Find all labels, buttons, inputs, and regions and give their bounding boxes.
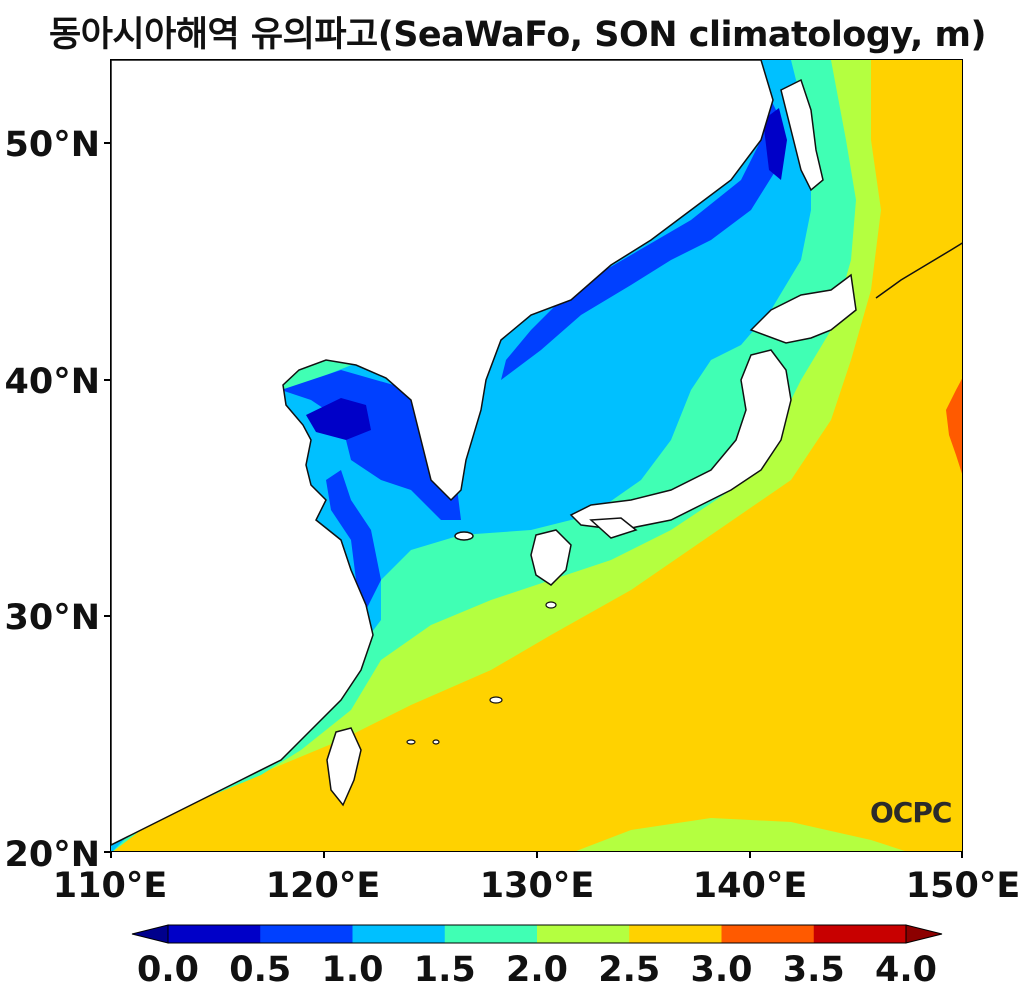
colorbar-tick-label: 4.0 — [874, 950, 938, 990]
wave-zone-0.5-1.0-china-coast — [326, 470, 381, 620]
lon-label-140e: 140°E — [692, 866, 808, 906]
taiwan — [326, 727, 362, 807]
colorbar-tick-label: 1.5 — [413, 950, 476, 990]
kuril-islands — [875, 242, 962, 299]
lon-tick — [110, 852, 112, 858]
colorbar — [131, 924, 943, 944]
lat-tick — [104, 142, 110, 144]
lon-label-110e: 110°E — [52, 866, 168, 906]
map-panel — [110, 59, 963, 852]
wave-zone-0.0-0.5-tatar — [763, 108, 787, 180]
small-island — [406, 739, 416, 745]
colorbar-tick-label: 1.0 — [321, 950, 384, 990]
map-title: 동아시아해역 유의파고(SeaWaFo, SON climatology, m) — [49, 15, 986, 55]
lat-label-50n: 50°N — [4, 125, 101, 165]
lat-tick — [104, 851, 110, 853]
hokkaido — [749, 273, 857, 344]
lat-tick — [104, 379, 110, 381]
wave-zone-3.0-3.5 — [946, 378, 962, 474]
colorbar-tick-label: 0.0 — [136, 950, 200, 990]
colorbar-segment — [629, 925, 722, 943]
lon-tick — [536, 852, 538, 858]
colorbar-tick-label: 3.5 — [782, 950, 845, 990]
colorbar-segment — [537, 925, 630, 943]
lon-label-120e: 120°E — [265, 866, 381, 906]
lon-label-130e: 130°E — [479, 866, 595, 906]
mainland-asia — [111, 60, 774, 846]
okinawa-island — [489, 696, 503, 704]
small-island — [545, 601, 557, 609]
sakhalin — [780, 78, 824, 192]
colorbar-tick-label: 0.5 — [229, 950, 292, 990]
colorbar-outline — [167, 924, 907, 944]
colorbar-segment — [260, 925, 353, 943]
lon-tick — [961, 852, 963, 858]
colorbar-tick-label: 2.0 — [505, 950, 569, 990]
colorbar-segment — [813, 925, 907, 943]
colorbar-segment — [444, 925, 538, 943]
colorbar-tick-label: 3.0 — [690, 950, 753, 990]
small-island — [432, 739, 440, 745]
wave-zone-2.0-2.5-south — [576, 818, 905, 851]
ocpc-logo: OCPC — [870, 796, 952, 829]
lat-label-40n: 40°N — [4, 362, 101, 402]
lat-tick — [104, 615, 110, 617]
lon-tick — [749, 852, 751, 858]
colorbar-tick-label: 2.5 — [598, 950, 661, 990]
lat-label-20n: 20°N — [4, 835, 101, 875]
colorbar-over-arrow — [905, 924, 943, 944]
colorbar-under-arrow — [131, 924, 169, 944]
kyushu — [530, 529, 572, 586]
colorbar-segment — [352, 925, 446, 943]
wave-zone-0.5-1.0-east-sea — [501, 100, 781, 380]
lon-tick — [323, 852, 325, 858]
lat-label-30n: 30°N — [4, 598, 101, 638]
colorbar-segment — [721, 925, 815, 943]
wave-zone-0.0-0.5-bohai — [306, 398, 371, 440]
jeju-island — [454, 531, 474, 541]
colorbar-segment — [168, 925, 261, 943]
shikoku — [589, 517, 638, 539]
wave-height-map — [111, 60, 962, 851]
lon-label-150e: 150°E — [905, 866, 1021, 906]
